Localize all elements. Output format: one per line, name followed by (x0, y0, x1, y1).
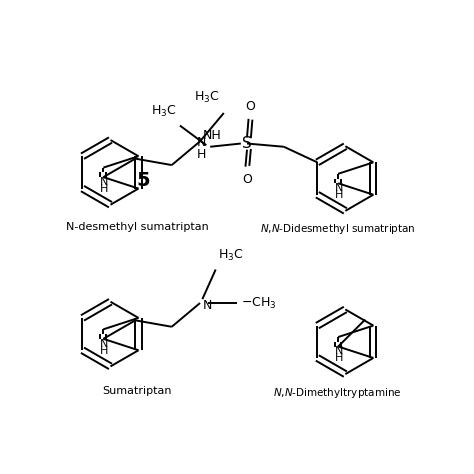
Text: NH: NH (203, 128, 222, 142)
Text: H$_3$C: H$_3$C (218, 248, 244, 264)
Text: N: N (100, 338, 108, 348)
Text: O: O (242, 173, 252, 186)
Text: N: N (335, 183, 343, 193)
Text: H: H (335, 353, 343, 363)
Text: −CH$_3$: −CH$_3$ (241, 295, 276, 310)
Text: N-desmethyl sumatriptan: N-desmethyl sumatriptan (66, 222, 209, 232)
Text: N: N (202, 299, 212, 312)
Text: $N$,$N$-Didesmethyl sumatriptan: $N$,$N$-Didesmethyl sumatriptan (260, 222, 416, 237)
Text: N: N (197, 137, 206, 149)
Text: O: O (245, 100, 255, 113)
Text: H: H (100, 346, 108, 356)
Text: 5: 5 (137, 172, 150, 191)
Text: $N$,$N$-Dimethyltryptamine: $N$,$N$-Dimethyltryptamine (273, 386, 402, 401)
Text: S: S (242, 136, 252, 151)
Text: H$_3$C: H$_3$C (151, 104, 176, 119)
Text: N: N (100, 177, 108, 187)
Text: H: H (335, 190, 343, 200)
Text: H$_3$C: H$_3$C (194, 90, 220, 105)
Text: H: H (100, 184, 108, 194)
Text: H: H (197, 148, 206, 161)
Text: Sumatriptan: Sumatriptan (103, 386, 172, 396)
Text: N: N (335, 346, 343, 356)
